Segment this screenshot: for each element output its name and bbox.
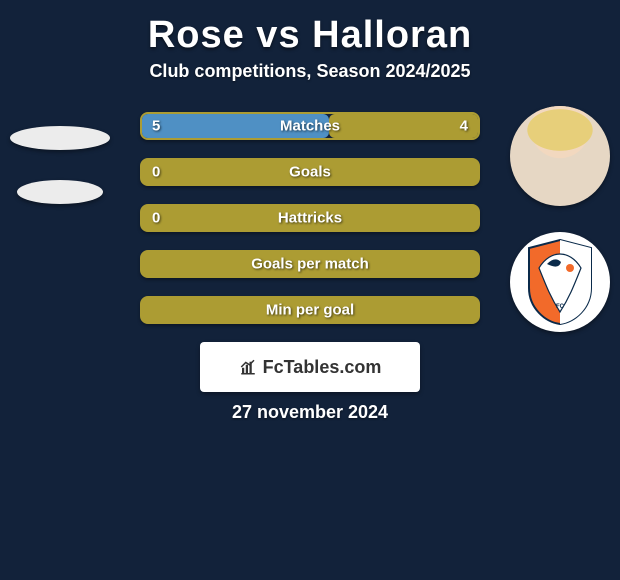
- stat-left-value: 0: [152, 210, 160, 227]
- comparison-bars: Matches 5 4 Goals 0 Hattricks 0 Goals per match…: [140, 106, 480, 324]
- stat-label: Matches: [280, 118, 340, 135]
- left-club-badge-placeholder: [17, 180, 103, 204]
- right-player-column: FC: [500, 106, 620, 358]
- stat-bar-matches: Matches 5 4: [140, 112, 480, 140]
- subtitle: Club competitions, Season 2024/2025: [0, 61, 620, 82]
- right-player-avatar: [510, 106, 610, 206]
- page-title: Rose vs Halloran: [0, 14, 620, 57]
- left-player-column: [0, 106, 120, 230]
- stat-bar-hattricks: Hattricks 0: [140, 204, 480, 232]
- stat-label: Goals per match: [251, 256, 369, 273]
- stat-bar-goals: Goals 0: [140, 158, 480, 186]
- stat-label: Min per goal: [266, 302, 354, 319]
- brand-text: FcTables.com: [263, 357, 382, 378]
- stat-left-value: 0: [152, 164, 160, 181]
- chart-icon: [239, 358, 257, 376]
- right-club-badge: FC: [510, 232, 610, 332]
- stat-bar-goals-per-match: Goals per match: [140, 250, 480, 278]
- stat-bar-min-per-goal: Min per goal: [140, 296, 480, 324]
- stat-left-value: 5: [152, 118, 160, 135]
- brand-card[interactable]: FcTables.com: [200, 342, 420, 392]
- date-text: 27 november 2024: [0, 402, 620, 423]
- stat-label: Hattricks: [278, 210, 342, 227]
- stat-right-value: 4: [460, 118, 468, 135]
- stat-label: Goals: [289, 164, 331, 181]
- left-player-avatar-placeholder: [10, 126, 110, 150]
- club-shield-icon: FC: [525, 238, 595, 326]
- svg-text:FC: FC: [556, 304, 565, 310]
